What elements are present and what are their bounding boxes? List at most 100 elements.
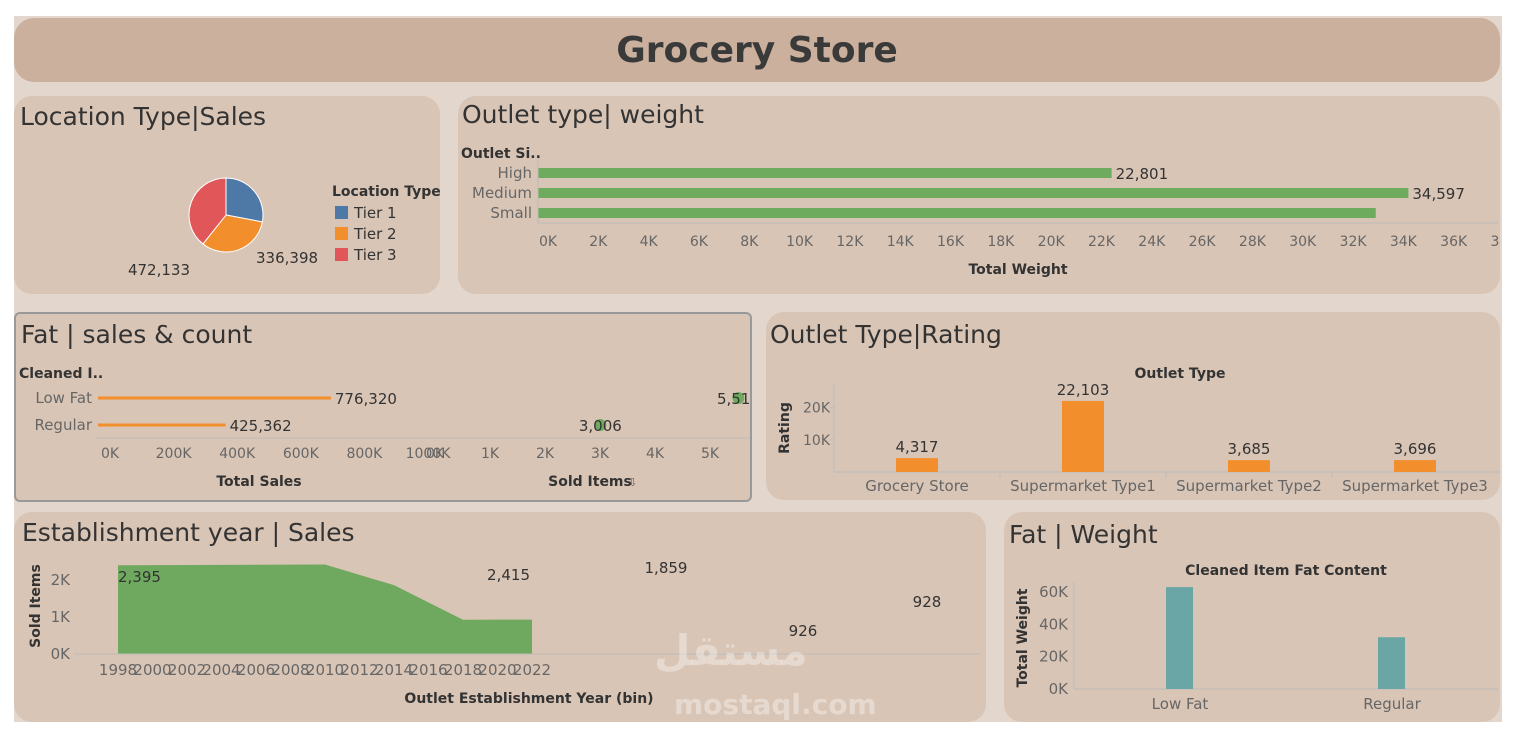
sales-x-tick: 800K xyxy=(346,446,383,462)
x-tick-label: 2000 xyxy=(133,661,171,679)
sales-x-tick: 1000K xyxy=(406,446,452,462)
chart-header: Cleaned Item Fat Content xyxy=(1185,563,1387,579)
bar[interactable] xyxy=(538,188,1409,198)
panel-title-fat-weight: Fat | Weight xyxy=(1009,520,1158,549)
x-tick-label: 4K xyxy=(640,234,659,250)
panel-title-fat-sales: Fat | sales & count xyxy=(21,320,253,349)
x-tick-label: 8K xyxy=(740,234,759,250)
dashboard: Grocery Store Location Type|Sales 336,39… xyxy=(14,16,1502,722)
outlet-rating-bar-chart[interactable]: Outlet Type 10K 20K Rating 4,317 Grocery Stor… xyxy=(766,312,1500,500)
y-tick-label: 2K xyxy=(51,571,72,589)
bar[interactable] xyxy=(538,208,1376,218)
sales-bar[interactable] xyxy=(98,396,331,400)
area-series[interactable] xyxy=(118,564,532,654)
category-label: Low Fat xyxy=(1152,695,1209,713)
legend-item-label: Tier 3 xyxy=(353,246,397,264)
sales-x-tick: 400K xyxy=(219,446,256,462)
bar[interactable] xyxy=(1394,460,1436,472)
panel-fat-sales[interactable]: Fat | sales & count Cleaned I.. Low Fat Re… xyxy=(14,312,752,502)
panel-establishment[interactable]: Establishment year | Sales 2,395 2,415 1,8… xyxy=(14,512,986,722)
establishment-area-chart[interactable]: 2,395 2,415 1,8599269281998200020022004200… xyxy=(14,512,986,722)
x-tick-label: 6K xyxy=(690,234,709,250)
sales-data-label: 776,320 xyxy=(335,390,397,408)
pie-slice[interactable] xyxy=(225,177,264,223)
category-label: Medium xyxy=(472,184,532,202)
bar[interactable] xyxy=(1378,637,1405,689)
area-data-label: 2,415 xyxy=(487,566,530,584)
fat-weight-bar-chart[interactable]: Cleaned Item Fat Content 0K 20K 40K 60K Total… xyxy=(1004,512,1500,722)
panel-title-outlet-weight: Outlet type| weight xyxy=(462,100,704,129)
sales-x-tick: 600K xyxy=(283,446,320,462)
category-label: Grocery Store xyxy=(865,477,969,495)
category-label: Regular xyxy=(1363,695,1421,713)
x-tick-label: 10K xyxy=(786,234,814,250)
header-banner: Grocery Store xyxy=(14,18,1500,82)
sold-items-dot[interactable] xyxy=(594,419,607,431)
x-axis-title: Outlet Establishment Year (bin) xyxy=(404,691,653,707)
x-tick-label: 2K xyxy=(589,234,608,250)
sold-x-tick: 5K xyxy=(701,446,720,462)
pie-slice[interactable] xyxy=(188,177,227,245)
category-label: High xyxy=(498,164,532,182)
watermark-latin: mostaql.com xyxy=(674,688,877,721)
y-axis-title: Total Weight xyxy=(1015,588,1031,687)
panel-title-establishment: Establishment year | Sales xyxy=(22,518,355,547)
panel-fat-weight[interactable]: Fat | Weight Cleaned Item Fat Content 0K 2… xyxy=(1004,512,1500,722)
legend-item-label: Tier 2 xyxy=(353,225,397,243)
y-tick-label: 1K xyxy=(51,608,72,626)
sold-items-data-label: 3,006 xyxy=(579,417,622,435)
sold-x-tick: 0K xyxy=(426,446,445,462)
x-tick-label: 18K xyxy=(987,234,1015,250)
sales-x-tick: 200K xyxy=(156,446,193,462)
x-tick-label: 2018 xyxy=(444,661,482,679)
bar-data-label: 34,597 xyxy=(1412,185,1465,203)
panel-outlet-rating[interactable]: Outlet Type|Rating Outlet Type 10K 20K Rati… xyxy=(766,312,1500,500)
bar[interactable] xyxy=(1228,460,1270,472)
pie-data-label: 336,398 xyxy=(256,249,318,267)
bar[interactable] xyxy=(538,168,1112,178)
bar[interactable] xyxy=(1062,400,1104,472)
outlet-weight-bar-chart[interactable]: Outlet Si.. High 22,801 Medium 34,597 Small 0K… xyxy=(458,96,1500,294)
legend-title: Location Type xyxy=(332,184,440,200)
bar[interactable] xyxy=(896,458,938,472)
sold-items-dot[interactable] xyxy=(732,392,745,404)
legend-swatch xyxy=(335,206,348,219)
bar-data-label: 22,103 xyxy=(1057,381,1110,399)
x-axis-title: Total Weight xyxy=(968,262,1067,278)
x-tick-label: 34K xyxy=(1390,234,1418,250)
y-tick-label: 60K xyxy=(1039,583,1069,601)
category-label: Supermarket Type3 xyxy=(1342,477,1488,495)
category-label: Regular xyxy=(34,416,92,434)
category-label: Supermarket Type2 xyxy=(1176,477,1322,495)
x-tick-label: 22K xyxy=(1088,234,1116,250)
y-tick-label: 20K xyxy=(803,401,831,417)
area-data-label: 2,395 xyxy=(118,568,161,586)
category-label: Small xyxy=(490,204,532,222)
sales-bar[interactable] xyxy=(98,423,226,427)
x-tick-label: 26K xyxy=(1189,234,1217,250)
pie-slice[interactable] xyxy=(202,214,263,253)
x-tick-label: 2002 xyxy=(168,661,206,679)
x-tick-label: 36K xyxy=(1440,234,1468,250)
row-header: Cleaned I.. xyxy=(19,366,103,382)
legend-item-label: Tier 1 xyxy=(353,204,397,222)
sold-x-tick: 1K xyxy=(481,446,500,462)
panel-location-sales[interactable]: Location Type|Sales 336,398393,151472,13… xyxy=(14,96,440,294)
bar[interactable] xyxy=(1166,587,1193,689)
bar-data-label: 3,696 xyxy=(1394,440,1437,458)
sold-x-tick: 3K xyxy=(591,446,610,462)
fat-sales-chart[interactable]: Cleaned I.. Low Fat Regular 776,320 425,362 0… xyxy=(16,314,750,500)
y-tick-label: 0K xyxy=(51,645,72,663)
x-tick-label: 16K xyxy=(937,234,965,250)
bar-data-label: 3,685 xyxy=(1228,440,1271,458)
x-tick-label: 2016 xyxy=(409,661,447,679)
panel-outlet-weight[interactable]: Outlet type| weight Outlet Si.. High 22,80… xyxy=(458,96,1500,294)
bar-data-label: 4,317 xyxy=(896,438,939,456)
x-tick-label: 2020 xyxy=(478,661,516,679)
x-tick-label: 2022 xyxy=(513,661,551,679)
x-tick-label: 1998 xyxy=(99,661,137,679)
sold-items-data-label: 5,517 xyxy=(717,390,750,408)
x-tick-label: 2012 xyxy=(340,661,378,679)
x-tick-label: 30K xyxy=(1289,234,1317,250)
